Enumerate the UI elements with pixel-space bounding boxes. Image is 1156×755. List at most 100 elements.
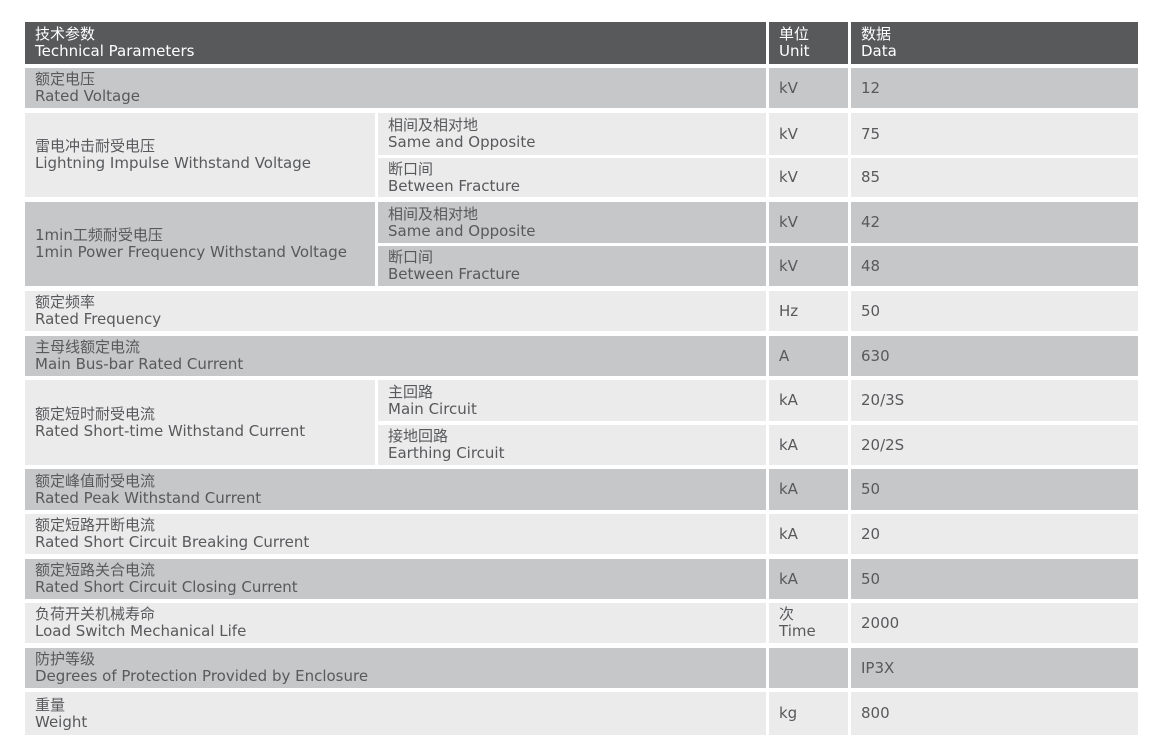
unit-cell: kA xyxy=(769,469,848,510)
cell-text: 负荷开关机械寿命 xyxy=(35,605,156,623)
unit-cell: kA xyxy=(769,559,848,599)
value-cell: 50 xyxy=(851,469,1138,510)
parameter-name: 额定短路开断电流 Rated Short Circuit Breaking Cur… xyxy=(25,514,766,554)
cell-text: IP3X xyxy=(861,658,895,677)
cell-text: kA xyxy=(779,391,798,409)
cell-text: kA xyxy=(779,480,798,498)
value-cell: 12 xyxy=(851,68,1138,108)
cell-text: 20/3S xyxy=(861,391,905,409)
cell-text: 防护等级 xyxy=(35,650,96,668)
sub-parameter-name: 断口间 Between Fracture xyxy=(378,158,766,197)
unit-cell: kV xyxy=(769,158,848,197)
cell-text: Technical Parameters xyxy=(35,42,195,60)
cell-text: Earthing Circuit xyxy=(388,444,505,462)
parameter-name: 主母线额定电流 Main Bus-bar Rated Current xyxy=(25,336,766,376)
parameter-name: 额定电压 Rated Voltage xyxy=(25,68,766,108)
header-data: 数据 Data xyxy=(851,22,1138,64)
cell-text: kV xyxy=(779,256,798,275)
cell-text: Main Bus-bar Rated Current xyxy=(35,355,244,373)
value-cell: 75 xyxy=(851,113,1138,155)
value-cell: 20/2S xyxy=(851,425,1138,465)
cell-text: Rated Short Circuit Closing Current xyxy=(35,578,298,596)
cell-text: 额定频率 xyxy=(35,293,96,311)
parameter-name: 负荷开关机械寿命 Load Switch Mechanical Life xyxy=(25,603,766,643)
value-cell: IP3X xyxy=(851,648,1138,688)
cell-text: 50 xyxy=(861,569,881,588)
cell-text: 接地回路 xyxy=(388,427,449,445)
cell-text: 50 xyxy=(861,480,881,498)
cell-text: kV xyxy=(779,124,798,143)
cell-text: Between Fracture xyxy=(388,265,520,283)
cell-text: 85 xyxy=(861,168,881,186)
cell-text: 额定峰值耐受电流 xyxy=(35,471,156,490)
value-cell: 50 xyxy=(851,291,1138,331)
unit-cell: kV xyxy=(769,246,848,286)
cell-text: 额定电压 xyxy=(35,70,96,88)
parameter-name: 防护等级 Degrees of Protection Provided by En… xyxy=(25,648,766,688)
unit-cell: kg xyxy=(769,692,848,735)
cell-text: 次 xyxy=(779,605,795,623)
cell-text: kV xyxy=(779,168,798,186)
cell-text: Weight xyxy=(35,712,88,731)
cell-text: 相间及相对地 xyxy=(388,204,479,223)
cell-text: 断口间 xyxy=(388,159,434,178)
cell-text: kV xyxy=(779,78,798,97)
cell-text: Main Circuit xyxy=(388,399,477,418)
cell-text: 800 xyxy=(861,704,890,722)
cell-text: Same and Opposite xyxy=(388,133,536,151)
cell-text: 重量 xyxy=(35,695,66,714)
parameter-name: 重量 Weight xyxy=(25,692,766,735)
cell-text: kA xyxy=(779,435,798,454)
cell-text: 技术参数 xyxy=(35,25,96,43)
cell-text: kV xyxy=(779,213,798,231)
cell-text: 1min Power Frequency Withstand Voltage xyxy=(35,243,347,261)
cell-text: 额定短路关合电流 xyxy=(35,561,156,579)
cell-text: Rated Frequency xyxy=(35,310,162,328)
cell-text: Load Switch Mechanical Life xyxy=(35,622,247,640)
sub-parameter-name: 相间及相对地 Same and Opposite xyxy=(378,202,766,243)
cell-text: 12 xyxy=(861,78,881,97)
cell-text: 75 xyxy=(861,124,881,143)
cell-text: Rated Short-time Withstand Current xyxy=(35,421,306,440)
cell-text: kA xyxy=(779,569,798,588)
cell-text: 数据 xyxy=(861,25,892,43)
cell-text: Rated Short Circuit Breaking Current xyxy=(35,533,310,551)
cell-text: kg xyxy=(779,704,798,722)
sub-parameter-name: 接地回路 Earthing Circuit xyxy=(378,425,766,465)
unit-cell: A xyxy=(769,336,848,376)
unit-cell: kV xyxy=(769,68,848,108)
unit-cell: kA xyxy=(769,514,848,554)
parameter-name: 额定峰值耐受电流 Rated Peak Withstand Current xyxy=(25,469,766,510)
cell-text: kA xyxy=(779,524,798,543)
cell-text: 42 xyxy=(861,213,881,231)
cell-text: 断口间 xyxy=(388,248,434,266)
cell-text: Rated Peak Withstand Current xyxy=(35,488,262,507)
unit-cell: kV xyxy=(769,113,848,155)
unit-cell: kV xyxy=(769,202,848,243)
cell-text: Lightning Impulse Withstand Voltage xyxy=(35,154,311,172)
parameter-name: 额定频率 Rated Frequency xyxy=(25,291,766,331)
header-parameters: 技术参数 Technical Parameters xyxy=(25,22,766,64)
value-cell: 800 xyxy=(851,692,1138,735)
parameter-name: 雷电冲击耐受电压 Lightning Impulse Withstand Volt… xyxy=(25,113,375,197)
cell-text: Between Fracture xyxy=(388,176,520,195)
cell-text: 雷电冲击耐受电压 xyxy=(35,137,156,155)
cell-text: A xyxy=(779,346,790,365)
cell-text: 主回路 xyxy=(388,382,434,401)
cell-text: 单位 xyxy=(779,25,810,43)
unit-cell: 次 Time xyxy=(769,603,848,643)
cell-text: Unit xyxy=(779,42,810,60)
cell-text: 48 xyxy=(861,256,881,275)
cell-text: 额定短路开断电流 xyxy=(35,516,156,534)
cell-text: 20 xyxy=(861,524,881,543)
cell-text: Same and Opposite xyxy=(388,221,536,240)
cell-text: 1min工频耐受电压 xyxy=(35,226,163,244)
sub-parameter-name: 主回路 Main Circuit xyxy=(378,380,766,421)
sub-parameter-name: 相间及相对地 Same and Opposite xyxy=(378,113,766,155)
parameter-name: 额定短路关合电流 Rated Short Circuit Closing Curr… xyxy=(25,559,766,599)
unit-cell: kA xyxy=(769,380,848,421)
cell-text: 20/2S xyxy=(861,435,905,454)
value-cell: 50 xyxy=(851,559,1138,599)
cell-text: Rated Voltage xyxy=(35,87,140,105)
value-cell: 85 xyxy=(851,158,1138,197)
